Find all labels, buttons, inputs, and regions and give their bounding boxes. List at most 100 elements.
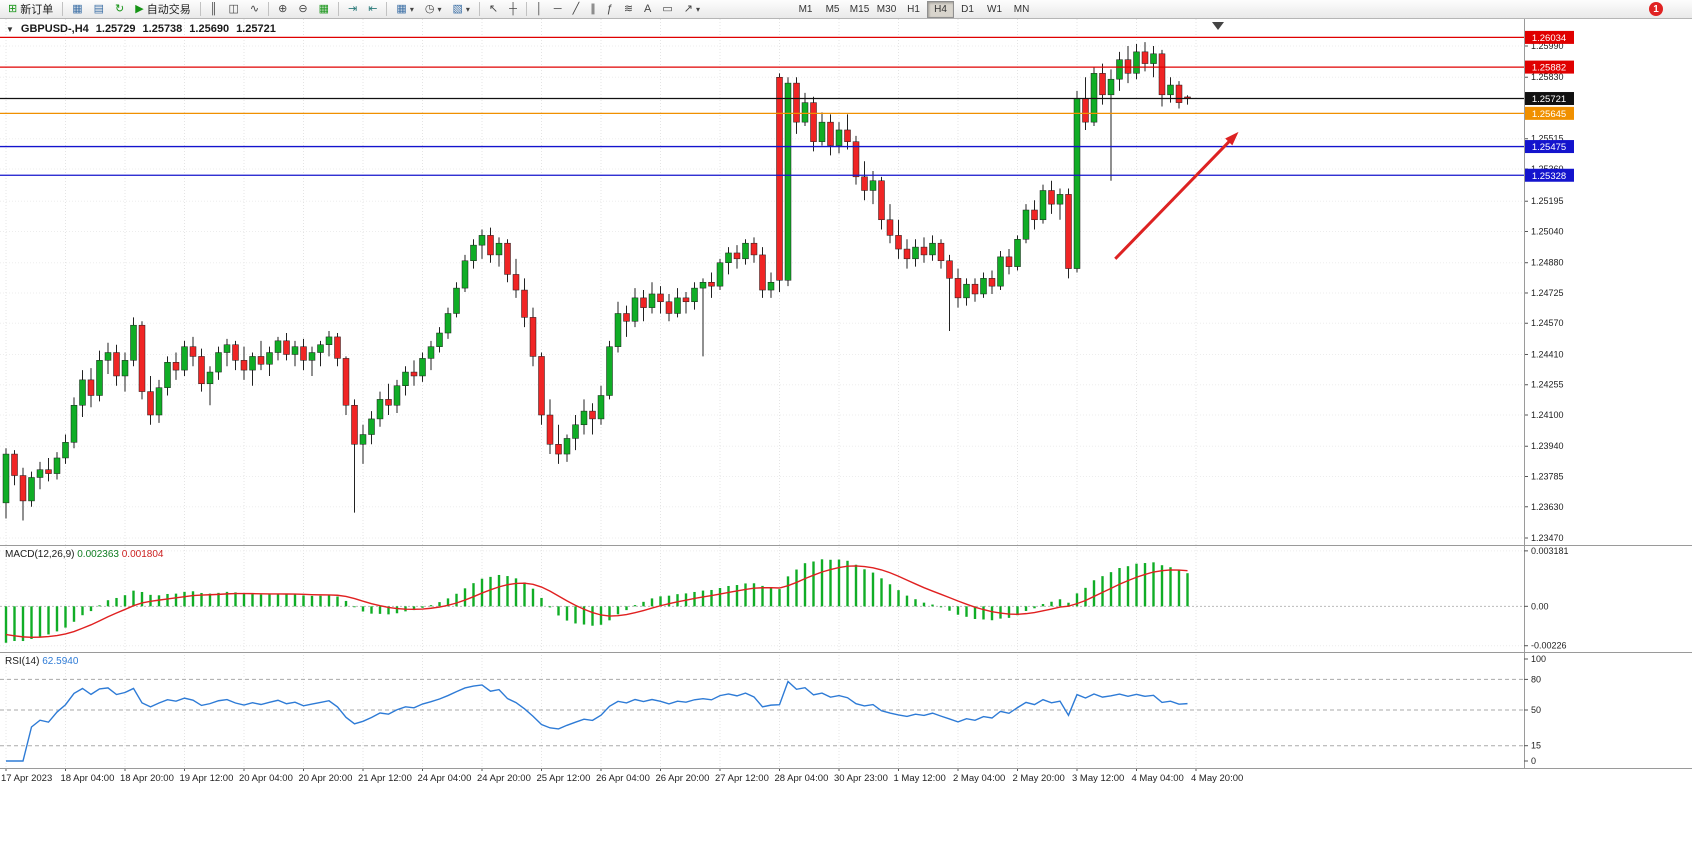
autotrading-label: 自动交易 xyxy=(146,4,191,16)
profiles-button[interactable]: ▤ xyxy=(89,1,109,18)
candle-down xyxy=(1048,190,1055,205)
candle-down xyxy=(189,346,197,357)
arrows-dropdown[interactable]: ↗ ▾ xyxy=(679,1,705,18)
candle-down xyxy=(878,180,885,221)
cursor-button[interactable]: ↖ xyxy=(484,1,503,18)
rsi-scale-label: 0 xyxy=(1531,756,1536,766)
trend-arrow[interactable] xyxy=(1114,138,1232,260)
tile-windows-button[interactable]: ▦ xyxy=(314,1,334,18)
candle-up xyxy=(402,371,409,386)
candle-down xyxy=(529,317,537,357)
resistance-line-upper-price-tag xyxy=(1524,30,1574,44)
chart-shift-marker[interactable] xyxy=(1212,22,1224,30)
text-button[interactable]: A xyxy=(639,1,656,18)
candle-down xyxy=(240,360,248,371)
refresh-button[interactable]: ↻ xyxy=(110,1,129,18)
timeframe-button-d1[interactable]: D1 xyxy=(954,1,981,18)
candle-up xyxy=(1073,98,1081,269)
candle-up xyxy=(393,385,401,406)
bar-chart-button[interactable]: ║ xyxy=(205,1,223,18)
one-click-trading-arrow[interactable]: ▼ xyxy=(6,24,14,34)
candle-up xyxy=(801,102,809,123)
time-label: 1 May 12:00 xyxy=(894,773,946,784)
rsi-scale-label: 100 xyxy=(1531,654,1546,664)
timeframe-button-m5[interactable]: M5 xyxy=(819,1,846,18)
price-label: 1.23940 xyxy=(1531,441,1564,451)
zoom-out-icon: ⊖ xyxy=(298,2,308,15)
cycle-lines-button[interactable]: ≋ xyxy=(619,1,638,18)
candle-down xyxy=(946,260,953,279)
candle-up xyxy=(606,346,613,396)
macd-scale-label: 0.003181 xyxy=(1531,546,1569,556)
arrow-objects-icon: ↗ xyxy=(683,2,694,15)
time-label: 21 Apr 12:00 xyxy=(358,773,412,784)
timeframe-button-mn[interactable]: MN xyxy=(1008,1,1035,18)
candle-up xyxy=(470,244,477,262)
chart-title: ▼ GBPUSD-,H4 1.25729 1.25738 1.25690 1.2… xyxy=(6,23,276,35)
candlestick-chart-button[interactable]: ◫ xyxy=(224,1,244,18)
periods-dropdown[interactable]: ◷ ▾ xyxy=(420,1,447,18)
candle-up xyxy=(1090,73,1098,123)
zoom-in-button[interactable]: ⊕ xyxy=(273,1,292,18)
support-line-upper-price-tag-label: 1.25475 xyxy=(1532,142,1566,153)
auto-scroll-button[interactable]: ⇥ xyxy=(343,1,362,18)
autotrading-button[interactable]: ▶ 自动交易 xyxy=(130,1,195,18)
candle-up xyxy=(1133,51,1140,74)
candle-up xyxy=(317,344,324,353)
crosshair-button[interactable]: ┼ xyxy=(504,1,522,18)
candle-down xyxy=(920,246,928,256)
candle-down xyxy=(87,379,95,396)
timeframe-button-h1[interactable]: H1 xyxy=(900,1,927,18)
candle-down xyxy=(708,281,715,287)
text-label-button[interactable]: ▭ xyxy=(657,1,677,18)
candle-up xyxy=(1014,239,1021,267)
cursor-icon: ↖ xyxy=(488,2,499,15)
candle-down xyxy=(351,404,358,445)
candle-down xyxy=(733,252,741,260)
fibonacci-button[interactable]: ƒ xyxy=(602,1,618,18)
horizontal-line-button[interactable]: ─ xyxy=(549,1,567,18)
timeframe-button-m15[interactable]: M15 xyxy=(846,1,873,18)
price-label: 1.24255 xyxy=(1531,380,1564,390)
candle-down xyxy=(1099,73,1106,96)
timeframe-button-m30[interactable]: M30 xyxy=(873,1,900,18)
vertical-line-icon: │ xyxy=(535,2,543,15)
timeframe-button-h4[interactable]: H4 xyxy=(927,0,955,18)
vertical-line-button[interactable]: │ xyxy=(531,1,548,18)
candle-up xyxy=(121,360,129,377)
ohlc-open: 1.25729 xyxy=(95,23,136,35)
equidistant-channel-button[interactable]: ∥ xyxy=(585,1,601,18)
trend-arrow-head[interactable] xyxy=(1225,131,1239,146)
new-order-button[interactable]: ⊞ 新订单 xyxy=(3,1,58,18)
line-chart-button[interactable]: ∿ xyxy=(245,1,264,18)
timeframe-button-w1[interactable]: W1 xyxy=(981,1,1008,18)
zoom-out-button[interactable]: ⊖ xyxy=(293,1,312,18)
candle-up xyxy=(1107,78,1115,96)
candle-up xyxy=(929,242,936,256)
resistance-line-upper-price-tag-label: 1.26034 xyxy=(1532,33,1566,44)
timeframe-button-m1[interactable]: M1 xyxy=(792,1,819,18)
price-label: 1.24100 xyxy=(1531,410,1564,420)
candle-up xyxy=(963,283,970,299)
notification-badge[interactable]: 1 xyxy=(1649,2,1663,16)
candle-down xyxy=(113,352,120,377)
candle-up xyxy=(249,356,256,371)
candle-down xyxy=(844,129,851,142)
new-chart-dropdown[interactable]: ▦ ▾ xyxy=(391,1,418,18)
chart-shift-button[interactable]: ⇤ xyxy=(363,1,382,18)
chevron-down-icon: ▾ xyxy=(437,4,442,14)
candle-up xyxy=(325,336,333,345)
candle-up xyxy=(36,469,44,478)
candle-up xyxy=(453,287,460,314)
trendline-button[interactable]: ╱ xyxy=(568,1,585,18)
new-chart-button[interactable]: ▦ xyxy=(67,1,87,18)
candle-down xyxy=(257,356,265,365)
templates-dropdown[interactable]: ▧ ▾ xyxy=(447,1,474,18)
macd-scale-label: 0.00 xyxy=(1531,601,1549,611)
cycle-lines-icon: ≋ xyxy=(623,2,634,15)
candle-up xyxy=(206,371,214,385)
candle-up xyxy=(997,256,1004,287)
toolbar-separator xyxy=(199,2,201,16)
time-label: 30 Apr 23:00 xyxy=(834,773,888,784)
